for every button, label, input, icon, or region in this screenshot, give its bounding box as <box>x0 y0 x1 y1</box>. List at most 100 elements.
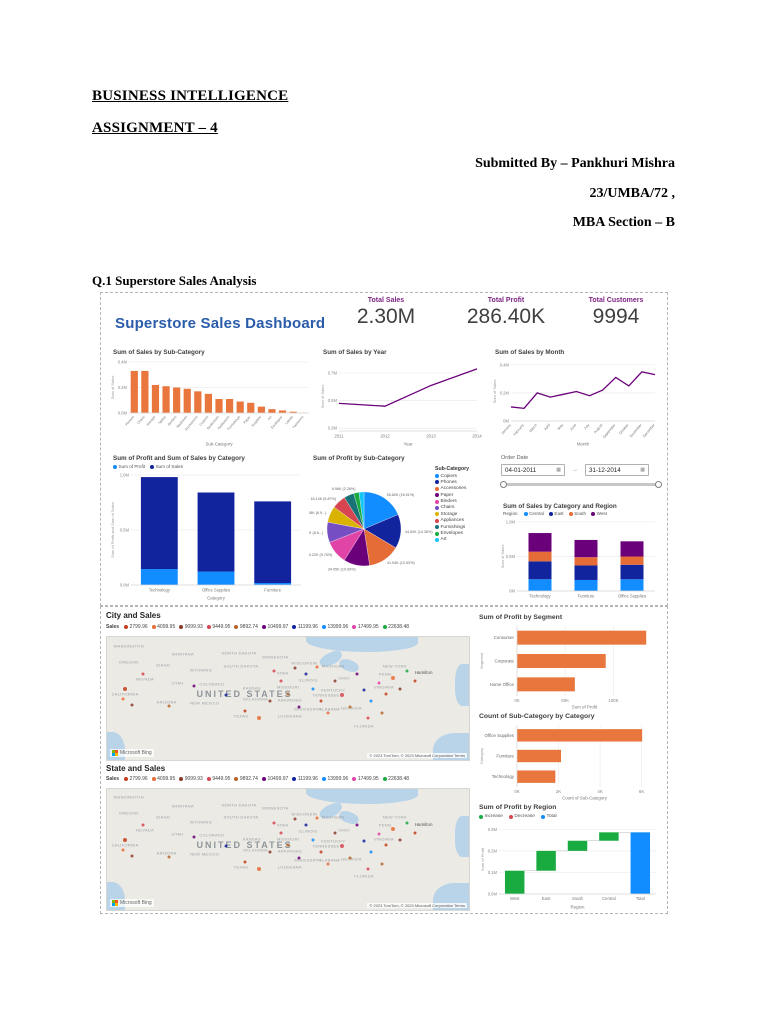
sales-bubble[interactable] <box>311 687 315 691</box>
chart-sales-by-subcategory[interactable]: Sum of Sales by Sub-Category 0.0M 0.2M 0.4… <box>109 347 313 447</box>
sales-bubble[interactable] <box>366 867 370 871</box>
sales-bubble[interactable] <box>362 839 366 843</box>
sales-bubble[interactable] <box>405 821 409 825</box>
sales-bubble[interactable] <box>167 704 171 708</box>
stacked-bar-chart-plot[interactable]: 0.0M 0.5M 1.0M Technology Office Supplies Fur… <box>109 473 305 601</box>
sales-bubble[interactable] <box>257 716 262 721</box>
sales-bubble[interactable] <box>224 844 228 848</box>
hbar-chart-plot[interactable]: 0K 50K 100K Consumer Corporate Home Office Sum… <box>479 624 660 710</box>
sales-bubble[interactable] <box>380 862 384 866</box>
us-map-state-sales[interactable]: WASHINGTON MONTANA NORTH DAKOTA MINNESOTA WI… <box>106 788 470 911</box>
sales-bubble[interactable] <box>293 666 297 670</box>
sales-bubble[interactable] <box>369 699 373 703</box>
sales-bubble[interactable] <box>319 850 323 854</box>
sales-bubble[interactable] <box>333 679 337 683</box>
sales-bubble[interactable] <box>192 835 196 839</box>
sales-bubble[interactable] <box>315 665 319 669</box>
date-slider-track[interactable] <box>500 480 662 488</box>
slicer-start-date[interactable]: 04-01-2011 ▦ <box>501 464 565 476</box>
sales-bubble[interactable] <box>384 843 388 847</box>
sales-bubble[interactable] <box>348 705 352 709</box>
sales-bubble[interactable] <box>123 837 128 842</box>
sales-bubble[interactable] <box>268 699 272 703</box>
sales-bubble[interactable] <box>405 669 409 673</box>
sales-bubble[interactable] <box>315 816 319 820</box>
line-chart-plot[interactable]: 0.3M 0.5M 0.7M 2011 2012 2013 2014 Year Sum of S… <box>319 358 487 447</box>
sales-bubble[interactable] <box>268 850 272 854</box>
sales-bubble[interactable] <box>390 826 395 831</box>
sales-bubble[interactable] <box>130 703 134 707</box>
stacked-bar-chart-plot[interactable]: 0M 0.5M 1.0M Technology Furniture Office Supp… <box>499 520 659 601</box>
sales-bubble[interactable] <box>326 862 330 866</box>
pie-legend[interactable]: Sub-Category Copiers Phones Accessories Pape… <box>435 466 470 543</box>
sales-bubble[interactable] <box>369 850 373 854</box>
sales-bubble[interactable] <box>224 693 228 697</box>
chart-sales-by-year[interactable]: Sum of Sales by Year 0.3M 0.5M 0.7M 2011 201… <box>319 347 487 447</box>
line-chart-plot[interactable]: 0M 0.2M 0.4M January February March April May Ju… <box>491 358 661 447</box>
sales-bubble[interactable] <box>121 848 125 851</box>
chart-profit-sales-by-category[interactable]: Sum of Profit and Sum of Sales by Catego… <box>109 453 305 601</box>
sales-bubble[interactable] <box>279 831 283 835</box>
sales-bubble[interactable] <box>272 669 276 673</box>
sales-bubble[interactable] <box>377 832 380 836</box>
pie-chart-plot[interactable]: 55.82K (18.01%) 44.52K (14.36%) 41.94K (13… <box>300 465 433 601</box>
sales-bubble[interactable] <box>286 843 290 847</box>
sales-bubble[interactable] <box>326 711 330 715</box>
sales-bubble[interactable] <box>279 679 283 683</box>
sales-bubble[interactable] <box>257 866 262 871</box>
date-range-slicer[interactable]: Order Date 04-01-2011 ▦ → 31-12-2014 ▦ <box>499 453 663 501</box>
sales-bubble[interactable] <box>123 686 128 691</box>
svg-text:Sum of Profit: Sum of Profit <box>480 847 485 871</box>
bar-chart-plot[interactable]: 0.0M 0.2M 0.4M Phones Chairs Storage Tables Bin… <box>109 358 313 447</box>
sales-bubble[interactable] <box>398 838 402 842</box>
sales-bubble[interactable] <box>286 692 290 696</box>
sales-bubble[interactable] <box>398 687 402 691</box>
sales-bubble[interactable] <box>304 672 308 676</box>
sales-bubble[interactable] <box>121 697 125 700</box>
sales-bubble[interactable] <box>141 672 145 676</box>
svg-text:21.28K (6.9...): 21.28K (6.9...) <box>309 511 326 515</box>
state-label: TEXAS <box>233 864 249 870</box>
sales-bubble[interactable] <box>297 856 301 860</box>
sales-bubble[interactable] <box>384 692 388 696</box>
sales-bubble[interactable] <box>167 855 171 859</box>
sales-bubble[interactable] <box>340 692 345 697</box>
sales-bubble[interactable] <box>340 843 345 848</box>
sales-bubble[interactable] <box>390 675 395 680</box>
sales-bubble[interactable] <box>297 705 301 709</box>
sales-bubble[interactable] <box>141 823 145 827</box>
slider-handle-start[interactable] <box>500 480 507 488</box>
us-map-city-sales[interactable]: WASHINGTON MONTANA NORTH DAKOTA MINNESOTA WI… <box>106 636 470 761</box>
sales-bubble[interactable] <box>311 838 315 842</box>
sales-bubble[interactable] <box>413 679 417 683</box>
waterfall-chart-plot[interactable]: 0.0M 0.1M 0.2M 0.3M West East South Central Tota… <box>479 823 660 910</box>
chart-profit-by-subcategory-pie[interactable]: Sum of Profit by Sub-Category 55.82K (18… <box>300 453 493 601</box>
calendar-icon[interactable]: ▦ <box>556 467 561 473</box>
sales-bubble[interactable] <box>355 823 359 827</box>
sales-bubble[interactable] <box>272 821 276 825</box>
state-label: ARIZONA <box>156 850 177 856</box>
sales-bubble[interactable] <box>355 672 359 676</box>
sales-bubble[interactable] <box>243 860 247 864</box>
sales-bubble[interactable] <box>380 711 384 715</box>
hbar-chart-plot[interactable]: 0K 2K 4K 6K Office Supplies Furniture Technolo… <box>479 723 660 801</box>
sales-bubble[interactable] <box>362 688 366 692</box>
sales-bubble[interactable] <box>413 831 417 835</box>
sales-bubble[interactable] <box>293 817 297 821</box>
chart-sales-by-month[interactable]: Sum of Sales by Month 0M 0.2M 0.4M January F… <box>491 347 661 447</box>
sales-bubble[interactable] <box>333 831 337 835</box>
svg-text:55.82K (18.01%): 55.82K (18.01%) <box>387 493 415 497</box>
sales-bubble[interactable] <box>243 709 247 713</box>
sales-bubble[interactable] <box>304 823 308 827</box>
slicer-end-date[interactable]: 31-12-2014 ▦ <box>585 464 649 476</box>
sales-bubble[interactable] <box>366 716 370 720</box>
sales-bubble[interactable] <box>348 856 352 860</box>
calendar-icon[interactable]: ▦ <box>640 467 645 473</box>
chart-sales-by-category-region[interactable]: Sum of Sales by Category and Region Regi… <box>499 501 659 601</box>
sales-bubble[interactable] <box>192 684 196 688</box>
sales-bubble[interactable] <box>319 699 323 703</box>
slider-handle-end[interactable] <box>655 480 662 488</box>
chart-title: Count of Sub-Category by Category <box>479 713 595 720</box>
sales-bubble[interactable] <box>377 681 380 684</box>
sales-bubble[interactable] <box>130 854 134 858</box>
